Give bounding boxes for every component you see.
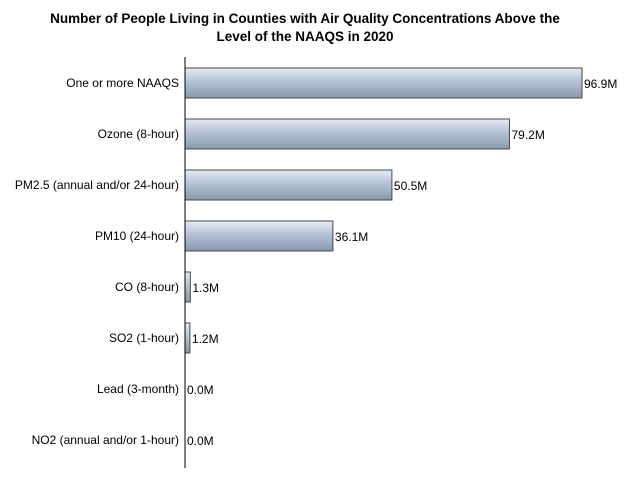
value-label-so2-1-hour: 1.2M — [192, 332, 219, 346]
category-label-one-or-more-naaqs: One or more NAAQS — [66, 76, 179, 90]
category-label-lead-3-month: Lead (3-month) — [97, 382, 179, 396]
bar-so2-1-hour — [184, 322, 191, 354]
category-label-co-8-hour: CO (8-hour) — [115, 280, 179, 294]
bars-group: One or more NAAQS 96.9M Ozone (8-hour) 79.2… — [15, 67, 617, 448]
chart-title: Number of People Living in Counties with… — [0, 10, 610, 46]
value-label-pm2-5-annual-and-or-24-hour: 50.5M — [394, 179, 427, 193]
category-label-ozone-8-hour: Ozone (8-hour) — [98, 127, 179, 141]
category-label-pm10-24-hour: PM10 (24-hour) — [95, 229, 179, 243]
category-label-no2-annual-and-or-1-hour: NO2 (annual and/or 1-hour) — [32, 433, 179, 447]
chart-title-line-2: Level of the NAAQS in 2020 — [216, 29, 394, 44]
value-label-no2-annual-and-or-1-hour: 0.0M — [187, 434, 214, 448]
category-label-pm2-5-annual-and-or-24-hour: PM2.5 (annual and/or 24-hour) — [15, 178, 179, 192]
category-label-so2-1-hour: SO2 (1-hour) — [109, 331, 179, 345]
value-label-lead-3-month: 0.0M — [187, 383, 214, 397]
value-label-co-8-hour: 1.3M — [192, 281, 219, 295]
bar-pm2-5-annual-and-or-24-hour — [184, 169, 393, 201]
bar-co-8-hour — [184, 271, 191, 303]
chart-title-line-1: Number of People Living in Counties with… — [50, 11, 560, 26]
bar-pm10-24-hour — [184, 220, 334, 252]
value-label-pm10-24-hour: 36.1M — [335, 230, 368, 244]
value-label-one-or-more-naaqs: 96.9M — [584, 77, 617, 91]
value-label-ozone-8-hour: 79.2M — [511, 128, 544, 142]
bar-ozone-8-hour — [184, 118, 510, 150]
bar-one-or-more-naaqs — [184, 67, 583, 99]
